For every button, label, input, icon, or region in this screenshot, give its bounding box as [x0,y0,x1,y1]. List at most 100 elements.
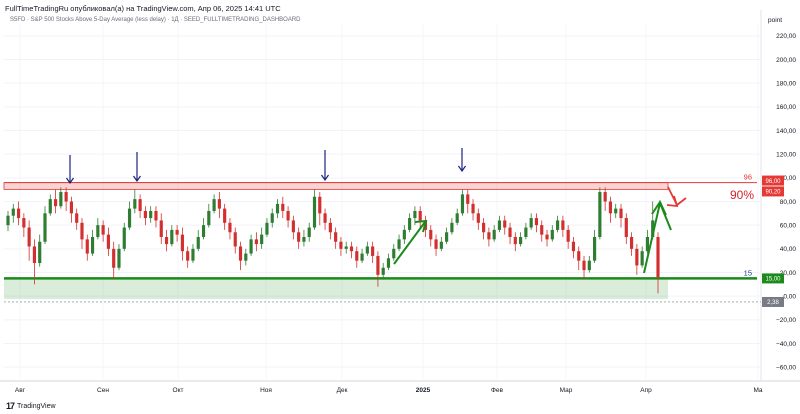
candle-body [143,210,147,219]
green-arrow-head [414,219,428,233]
y-tick-label: −60,00 [776,364,796,371]
candle-body [286,210,290,221]
candle-body [529,218,533,228]
candle-body [69,201,73,214]
candle-body [466,194,470,204]
x-tick-label: Дек [337,387,348,394]
percent-annotation: 90% [730,188,754,202]
resistance-badge-upper-text: 96,00 [765,179,781,185]
candle-body [471,203,475,214]
candle-body [365,246,369,254]
candle-body [497,220,502,230]
candle-body [164,237,169,245]
x-tick-label: Ма [753,387,762,394]
candle-body [608,201,613,214]
candle-body [90,237,95,254]
y-tick-label: 0,00 [783,293,796,300]
y-tick-label: 200,00 [776,57,796,64]
candle-body [201,225,206,237]
candle-body [96,225,100,237]
candle-body [80,222,84,240]
y-tick-label: 20,00 [780,270,797,277]
candle-body [122,227,126,249]
resistance-band [3,182,669,190]
candle-body [117,248,121,268]
candle-body [254,239,258,245]
tradingview-logo: 17 [6,401,15,411]
candle-body [170,229,174,245]
candle-body [413,210,417,219]
candle-body [651,220,655,237]
candle-body [503,220,507,228]
candle-body [302,237,306,242]
candle-body [450,222,454,233]
candle-body [149,210,153,219]
candle-body [238,246,243,261]
x-tick-label: Фев [491,387,504,394]
resistance-badge-lower-text: 90,20 [765,190,781,196]
candle-body [207,210,211,226]
candle-body [508,227,512,237]
candle-body [629,237,634,249]
candle-body [180,234,184,252]
candle-body [524,227,528,237]
candle-body [593,237,597,261]
candle-body [445,232,449,242]
candles [6,187,660,294]
candle-body [75,213,79,223]
candle-body [582,260,586,271]
candle-body [101,225,105,235]
candle-body [534,218,539,226]
candle-body [223,208,227,223]
brand-name: TradingView [17,402,56,410]
candle-body [175,229,179,235]
candle-body [439,241,443,249]
y-tick-label: 60,00 [780,222,797,229]
candle-body [360,253,364,261]
candle-body [349,246,354,252]
candle-body [571,241,576,252]
candle-body [133,199,137,209]
candle-body [587,260,591,271]
candle-body [603,192,607,202]
candle-body [53,199,58,207]
footer-brand[interactable]: 17 TradingView [6,401,56,411]
support-label: 15 [744,268,752,277]
x-tick-label: Мар [560,387,573,394]
green-arrow-head [651,199,667,216]
candle-body [328,222,332,233]
resistance-label: 96 [744,173,752,182]
y-tick-label: 120,00 [776,151,796,158]
candle-body [212,199,216,211]
candle-body [106,234,110,249]
y-axis-ticks: 220,00 200,00 180,00 160,00 140,00 120,00 100,… [776,33,796,371]
candle-body [127,208,132,228]
candle-body [244,253,248,261]
x-axis-ticks: Авг Сен Окт Ноя Дек 2025 Фев Мар Апр Ма [15,387,763,394]
candle-body [645,237,650,252]
y-tick-label: 40,00 [780,246,797,253]
candle-body [371,246,375,256]
candle-body [249,239,253,254]
candle-body [59,192,63,207]
candle-body [624,218,628,237]
candle-body [577,251,581,261]
y-tick-label: −20,00 [776,317,796,324]
blue-arrow-head [321,174,329,182]
x-tick-label: 2025 [416,387,431,394]
candle-body [455,213,459,223]
candle-body [297,232,301,242]
candle-body [561,220,565,230]
candle-body [270,213,274,223]
candle-body [260,234,264,245]
candle-body [386,258,391,268]
candle-body [27,227,31,247]
candle-body [540,225,544,235]
annotations: 90% [66,148,754,274]
candle-body [402,229,406,240]
x-tick-label: Авг [15,387,26,394]
candle-body [355,251,359,261]
blue-arrow-head [133,175,141,183]
candle-body [344,246,348,249]
